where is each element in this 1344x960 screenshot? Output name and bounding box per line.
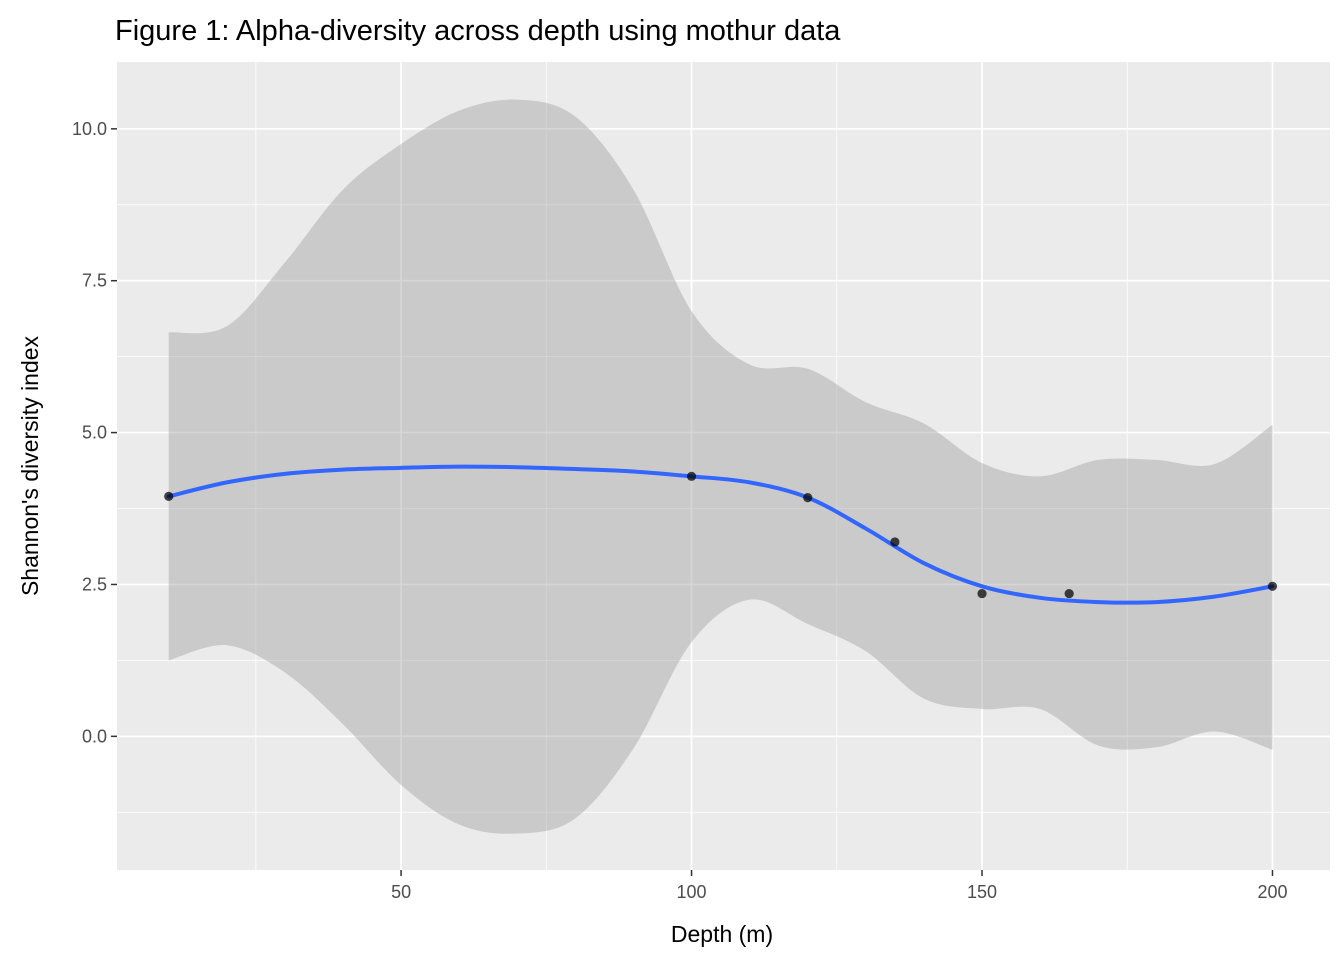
data-point <box>1064 588 1074 599</box>
y-tick-label: 5.0 <box>82 423 107 443</box>
data-point <box>803 492 813 503</box>
x-tick-label: 200 <box>1257 882 1287 902</box>
y-tick-label: 10.0 <box>72 119 107 139</box>
x-axis-title: Depth (m) <box>671 921 773 947</box>
plot-panel <box>117 62 1330 870</box>
y-tick-label: 0.0 <box>82 726 107 746</box>
data-point <box>977 588 987 599</box>
data-point <box>686 471 697 481</box>
data-point <box>1267 581 1278 591</box>
x-tick-label: 100 <box>677 882 707 902</box>
y-axis-ticks: 0.0 2.5 5.0 7.5 10.0 <box>72 119 117 746</box>
y-tick-label: 2.5 <box>82 574 107 594</box>
x-tick-label: 150 <box>967 882 997 902</box>
data-point <box>890 537 900 547</box>
data-points <box>164 471 1278 599</box>
chart-title: Figure 1: Alpha-diversity across depth u… <box>115 15 841 47</box>
confidence-ribbon <box>168 99 1273 834</box>
y-axis-title: Shannon's diversity index <box>17 335 43 596</box>
x-tick-label: 50 <box>391 882 411 902</box>
data-point <box>164 491 174 501</box>
x-axis-ticks: 50 100 150 200 <box>391 870 1288 902</box>
grid-minor-lines <box>117 62 1330 870</box>
smooth-line <box>166 464 1275 605</box>
y-tick-label: 7.5 <box>82 271 107 291</box>
